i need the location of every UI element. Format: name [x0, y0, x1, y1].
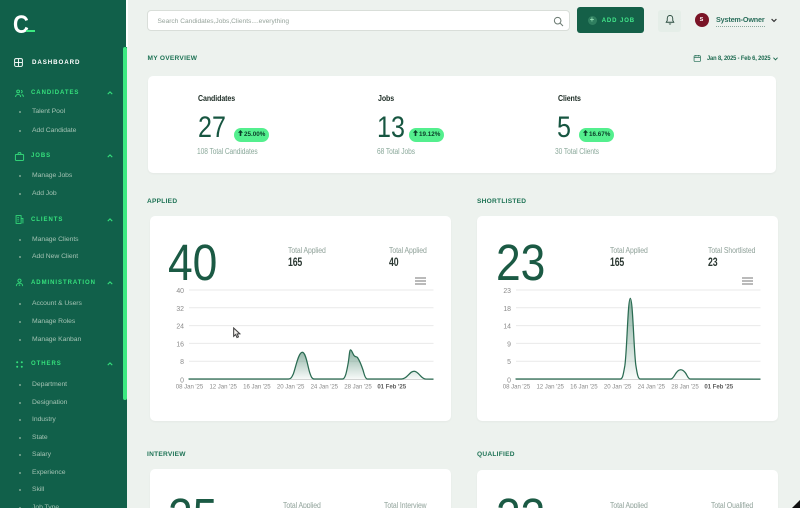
svg-text:20 Jan '25: 20 Jan '25: [604, 384, 632, 391]
svg-text:08 Jan '25: 08 Jan '25: [503, 384, 531, 391]
svg-text:32: 32: [176, 306, 184, 313]
svg-text:28 Jan '25: 28 Jan '25: [671, 384, 699, 391]
svg-text:0: 0: [180, 378, 184, 385]
svg-text:16 Jan '25: 16 Jan '25: [570, 384, 598, 391]
svg-text:0: 0: [507, 378, 511, 385]
svg-text:24 Jan '25: 24 Jan '25: [311, 384, 339, 391]
svg-text:14: 14: [503, 324, 511, 331]
svg-text:9: 9: [507, 341, 511, 348]
svg-text:08 Jan '25: 08 Jan '25: [176, 384, 204, 391]
svg-text:23: 23: [503, 288, 511, 295]
svg-text:40: 40: [176, 288, 184, 295]
svg-text:12 Jan '25: 12 Jan '25: [536, 384, 564, 391]
svg-text:28 Jan '25: 28 Jan '25: [344, 384, 372, 391]
svg-text:8: 8: [180, 359, 184, 366]
svg-text:18: 18: [503, 306, 511, 313]
svg-text:24 Jan '25: 24 Jan '25: [638, 384, 666, 391]
svg-text:24: 24: [176, 324, 184, 331]
svg-text:16 Jan '25: 16 Jan '25: [243, 384, 271, 391]
svg-text:16: 16: [176, 341, 184, 348]
svg-text:01 Feb '25: 01 Feb '25: [704, 384, 733, 391]
svg-text:20 Jan '25: 20 Jan '25: [277, 384, 305, 391]
svg-text:01 Feb '25: 01 Feb '25: [377, 384, 406, 391]
svg-text:12 Jan '25: 12 Jan '25: [209, 384, 237, 391]
svg-text:5: 5: [507, 359, 511, 366]
